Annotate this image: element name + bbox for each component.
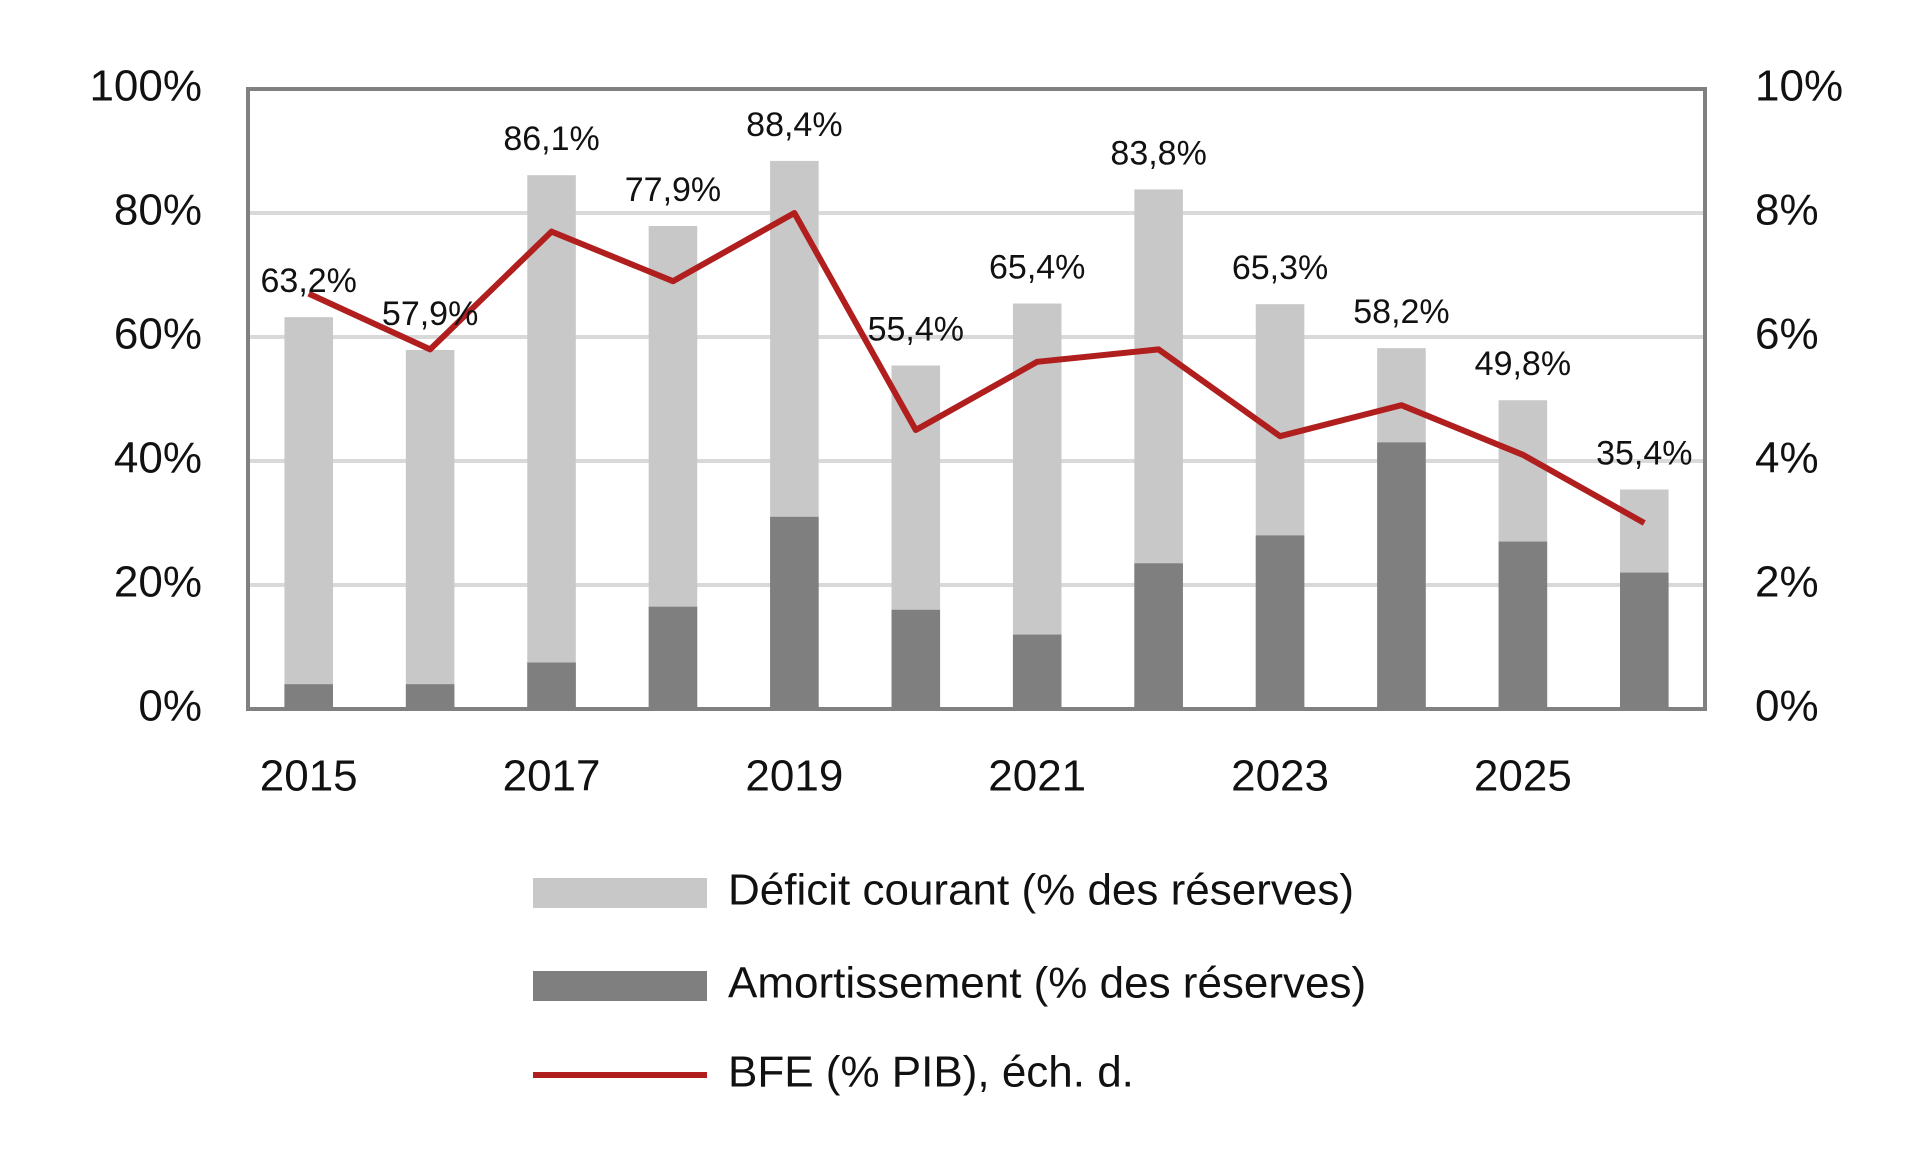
y-tick-label: 0% — [138, 682, 202, 731]
plot-frame — [246, 87, 1707, 711]
x-tick-label: 2021 — [988, 752, 1086, 801]
x-tick-label: 2015 — [260, 752, 358, 801]
y2-tick-label: 2% — [1755, 558, 1819, 607]
bar — [1012, 634, 1062, 709]
y2-tick-label: 8% — [1755, 186, 1819, 235]
x-tick-label: 2019 — [745, 752, 843, 801]
bar — [648, 606, 698, 709]
y2-tick-label: 4% — [1755, 434, 1819, 483]
data-label: 58,2% — [1353, 293, 1449, 331]
y2-tick-label: 10% — [1755, 62, 1843, 111]
y2-tick-label: 0% — [1755, 682, 1819, 731]
data-label: 86,1% — [503, 120, 599, 158]
data-label: 57,9% — [382, 295, 478, 333]
bar — [1255, 535, 1305, 709]
y2-tick-label: 6% — [1755, 310, 1819, 359]
data-label: 35,4% — [1596, 435, 1692, 473]
data-label: 49,8% — [1475, 345, 1571, 383]
bar — [284, 317, 333, 709]
legend-label: Amortissement (% des réserves) — [728, 959, 1366, 1008]
y-tick-label: 40% — [114, 434, 202, 483]
data-label: 55,4% — [868, 311, 964, 349]
data-label: 88,4% — [746, 106, 842, 144]
bar — [1620, 572, 1669, 709]
bar — [405, 350, 455, 709]
bar — [1498, 541, 1548, 709]
bar — [1134, 563, 1183, 709]
bar — [770, 516, 819, 709]
data-label: 65,4% — [989, 249, 1085, 287]
legend-label: BFE (% PIB), éch. d. — [728, 1048, 1134, 1097]
y-tick-label: 80% — [114, 186, 202, 235]
y-tick-label: 20% — [114, 558, 202, 607]
bar — [1377, 442, 1426, 709]
bar — [527, 175, 576, 709]
data-label: 77,9% — [625, 171, 721, 209]
bar — [891, 609, 941, 709]
x-tick-label: 2025 — [1474, 752, 1572, 801]
line — [307, 210, 1646, 526]
data-label: 83,8% — [1110, 134, 1206, 172]
y-tick-label: 100% — [89, 62, 202, 111]
bar — [405, 684, 455, 709]
x-tick-label: 2017 — [503, 752, 601, 801]
x-tick-label: 2023 — [1231, 752, 1329, 801]
legend-swatch — [533, 971, 707, 1001]
y-tick-label: 60% — [114, 310, 202, 359]
data-label: 65,3% — [1232, 249, 1328, 287]
legend-label: Déficit courant (% des réserves) — [728, 866, 1354, 915]
bar — [284, 684, 333, 709]
data-label: 63,2% — [261, 262, 357, 300]
legend-swatch — [533, 878, 707, 908]
bar — [527, 662, 576, 709]
